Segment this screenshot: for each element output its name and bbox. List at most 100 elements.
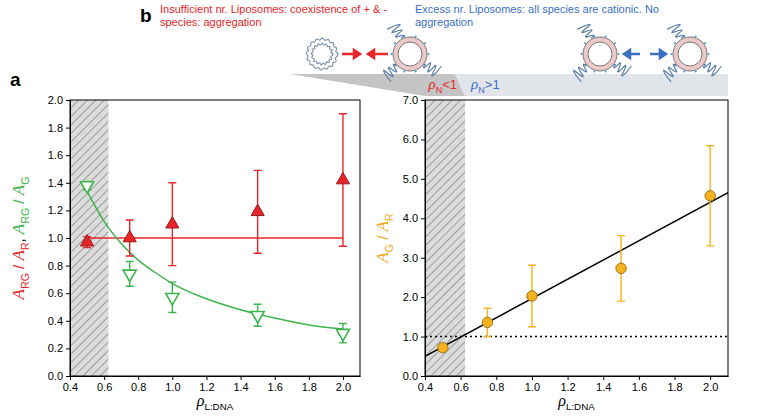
- wedge-shape: [455, 74, 728, 96]
- tick-mark: [275, 376, 276, 380]
- x-axis-title: ρL:DNA: [557, 392, 595, 412]
- label-subscript: G: [383, 244, 395, 252]
- label-part: <1: [442, 77, 457, 92]
- tick: 1.8: [667, 376, 682, 393]
- tick: 1.4: [596, 376, 611, 393]
- figure: 0.40.60.81.01.21.41.61.82.00.00.20.40.60…: [0, 0, 782, 417]
- tick: 4.0: [403, 212, 425, 224]
- tick-label: 1.2: [199, 381, 214, 393]
- line: [425, 193, 728, 357]
- tick: 1.2: [560, 376, 575, 393]
- label-part: /: [10, 261, 27, 274]
- tick-label: 1.8: [667, 381, 682, 393]
- tick: 0.6: [453, 376, 468, 393]
- label-part: /: [374, 231, 391, 244]
- tick: 0.8: [131, 376, 146, 393]
- axis-line: [71, 376, 361, 377]
- tick: 0.0: [403, 370, 425, 382]
- tick-mark: [70, 376, 71, 380]
- tick-label: 1.0: [165, 381, 180, 393]
- tick: 0.8: [48, 260, 70, 272]
- tick: 2.0: [403, 291, 425, 303]
- plot-frame: [425, 100, 728, 376]
- axis: 0.01.02.03.04.05.06.07.0: [403, 94, 426, 382]
- marker: [80, 182, 93, 193]
- label-part: A: [373, 220, 392, 232]
- tick-mark: [241, 376, 242, 380]
- tick: 0.2: [48, 342, 70, 354]
- marker: [251, 311, 264, 322]
- axis: 0.40.60.81.01.21.41.61.82.0: [63, 376, 361, 393]
- tick-label: 7.0: [403, 94, 418, 106]
- marker: [482, 317, 492, 327]
- marker: [336, 329, 349, 340]
- marker: [336, 172, 349, 183]
- tick-mark: [66, 100, 70, 101]
- tick-mark: [496, 376, 497, 380]
- label-part: A: [9, 184, 28, 196]
- tick-label: 1.4: [596, 381, 611, 393]
- tick-mark: [138, 376, 139, 380]
- marker: [705, 191, 715, 201]
- tick: 1.4: [233, 376, 248, 393]
- tick-label: 0.4: [418, 381, 433, 393]
- tick: 0.4: [48, 315, 70, 327]
- tick: 7.0: [403, 94, 425, 106]
- tick-label: 0.8: [489, 381, 504, 393]
- tick: 1.8: [48, 122, 70, 134]
- tick-mark: [66, 238, 70, 239]
- tick-mark: [421, 376, 425, 377]
- label-subscript: L:DNA: [204, 401, 233, 412]
- label-subscript: G: [19, 177, 31, 185]
- tick: 1.0: [165, 376, 180, 393]
- label-part: A: [9, 223, 28, 235]
- tick: 1.8: [302, 376, 317, 393]
- axis-line: [70, 101, 71, 377]
- marker: [251, 204, 264, 215]
- y-axis-title: ARG / AR, ARG / AG: [9, 177, 31, 301]
- arrow-icon: [650, 50, 666, 58]
- tick-label: 1.8: [48, 122, 63, 134]
- arrow-icon: [624, 50, 640, 58]
- tick-mark: [461, 376, 462, 380]
- tick: 1.0: [48, 232, 70, 244]
- tick-label: 0.2: [48, 342, 63, 354]
- tick: 0.6: [48, 287, 70, 299]
- tick: 1.0: [403, 331, 425, 343]
- tick-mark: [675, 376, 676, 380]
- tick: 0.4: [63, 376, 78, 393]
- y-axis-title: AG / AR: [373, 213, 395, 264]
- tick-label: 2.0: [403, 291, 418, 303]
- plot-area: [70, 100, 350, 376]
- tick-label: 0.0: [48, 370, 63, 382]
- tick: 2.0: [336, 376, 351, 393]
- tick: 3.0: [403, 252, 425, 264]
- tick-label: 6.0: [403, 133, 418, 145]
- axis-line: [425, 101, 426, 377]
- line: [425, 336, 728, 338]
- tick-label: 4.0: [403, 212, 418, 224]
- tick-label: 1.4: [233, 381, 248, 393]
- annotation-line: Excess nr. Liposomes: all species are ca…: [415, 3, 659, 15]
- tick-mark: [66, 210, 70, 211]
- tick-mark: [710, 376, 711, 380]
- tick-label: 0.6: [97, 381, 112, 393]
- tick: 0.4: [418, 376, 433, 393]
- tick-label: 0.8: [48, 260, 63, 272]
- tick-mark: [172, 376, 173, 380]
- tick-mark: [421, 139, 425, 140]
- wedge-shape: [290, 74, 465, 96]
- tick-mark: [66, 155, 70, 156]
- tick-label: 1.2: [560, 381, 575, 393]
- annotation-line: Insufficient nr. Liposomes: coexistence …: [160, 3, 387, 15]
- tick-label: 1.6: [632, 381, 647, 393]
- tick: 0.8: [489, 376, 504, 393]
- tick: 1.0: [525, 376, 540, 393]
- tick-mark: [104, 376, 105, 380]
- label-part: ρ: [428, 76, 436, 92]
- tick: 6.0: [403, 133, 425, 145]
- tick-label: 1.0: [525, 381, 540, 393]
- panel: 0.4 0.6 0.8 1.0 1.2 1.4 1.6 1.8 2.0 0.0 1.0 2.0 3.0 4…: [140, 5, 729, 412]
- tick: 1.2: [199, 376, 214, 393]
- axis: 0.00.20.40.60.81.01.21.41.61.82.0: [48, 94, 71, 382]
